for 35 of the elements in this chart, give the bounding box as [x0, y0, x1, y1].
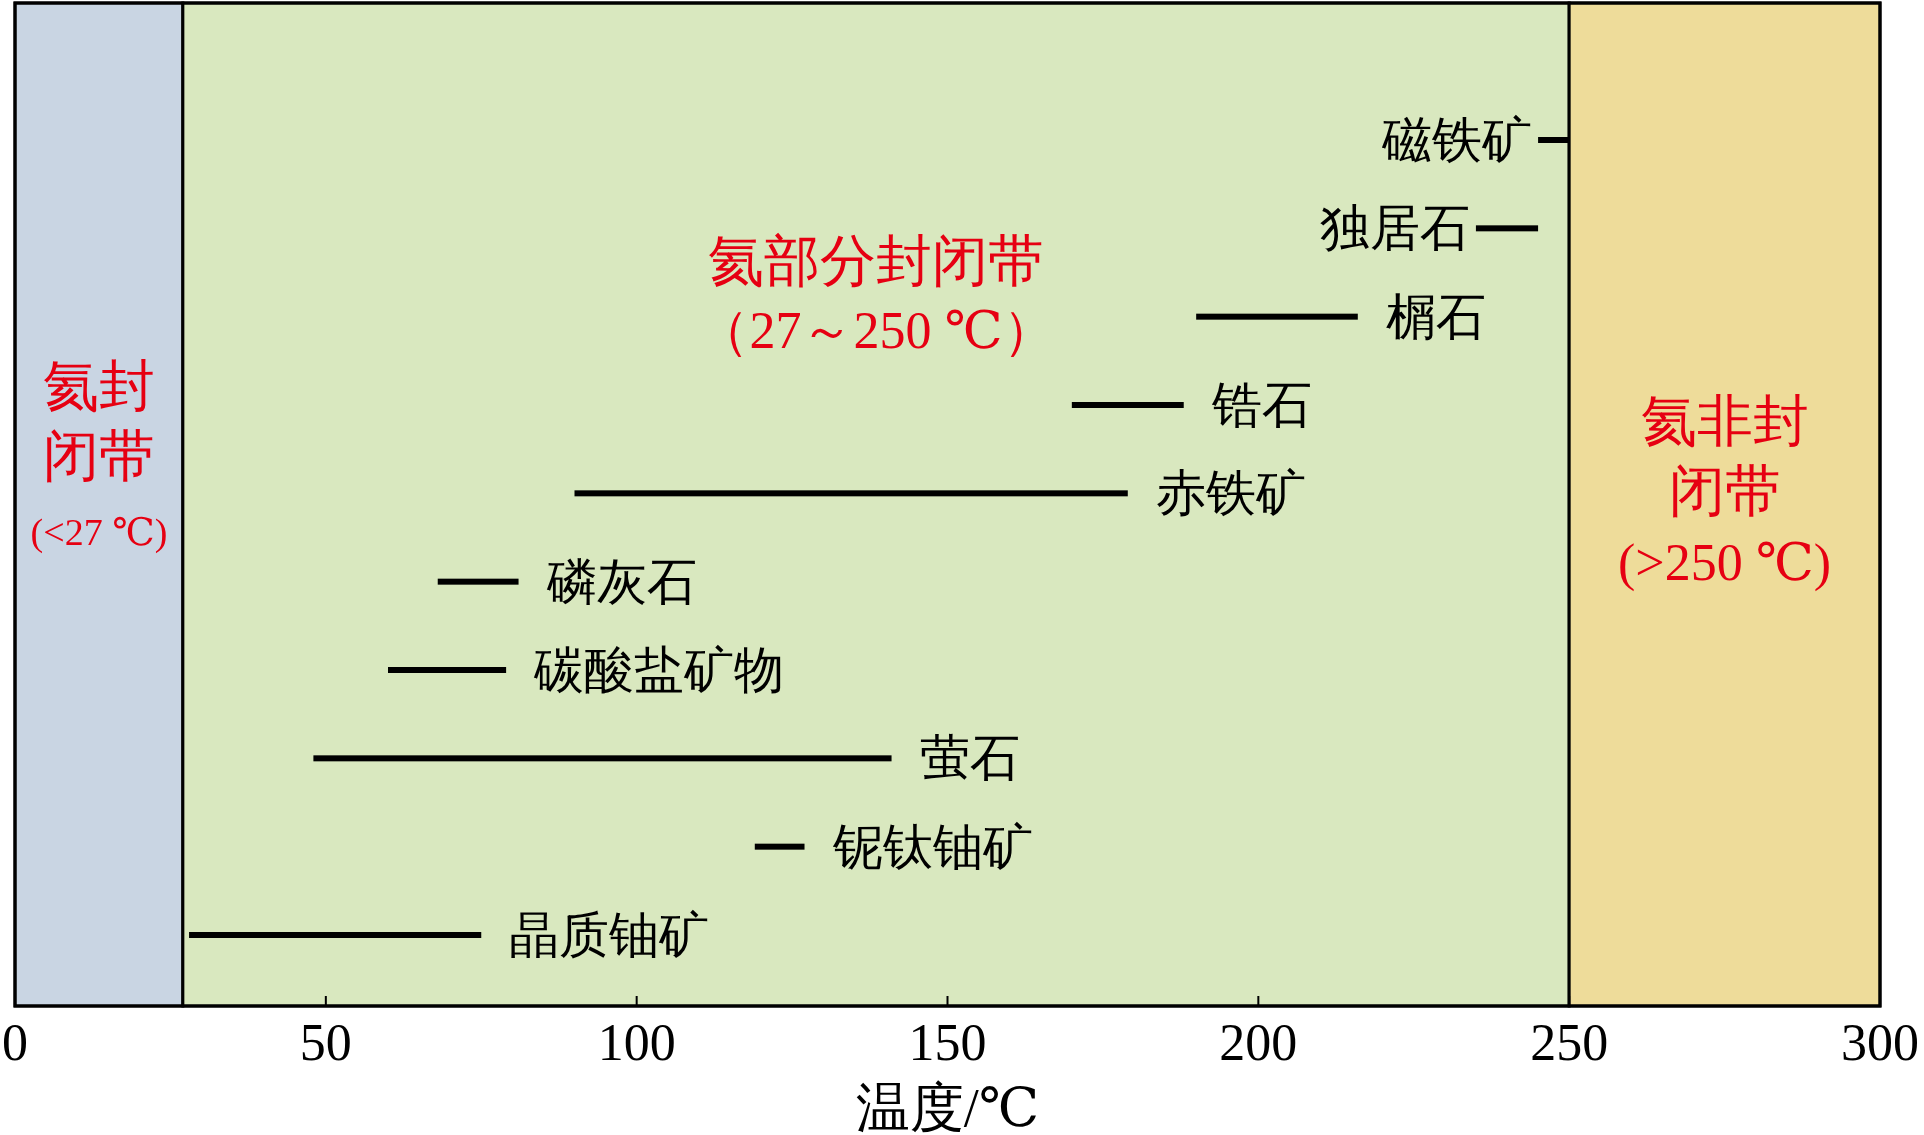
y-tick-label: 独居石 — [1319, 200, 1470, 257]
text: （27～250 ℃） — [697, 302, 1055, 359]
text: (<27 ℃) — [30, 511, 168, 553]
x-tick-label: 100 — [597, 1014, 676, 1071]
bar — [189, 932, 482, 938]
bar — [1196, 313, 1358, 320]
bar — [574, 490, 1128, 497]
x-tick-label: 200 — [1219, 1014, 1298, 1071]
text: 氦部分封闭带 — [708, 230, 1045, 292]
x-tick-label: 50 — [299, 1014, 352, 1071]
x-tick-label: 150 — [908, 1014, 987, 1071]
text: (>250 ℃) — [1618, 534, 1832, 591]
y-tick-label: 磷灰石 — [545, 553, 697, 610]
x-tick-label: 300 — [1841, 1014, 1919, 1071]
y-tick-label: 磁铁矿 — [1381, 112, 1533, 168]
bar — [313, 755, 892, 762]
y-tick-label: 铌钛铀矿 — [831, 818, 1033, 875]
y-tick-label: 晶质铀矿 — [509, 907, 710, 963]
bar — [388, 667, 507, 673]
x-axis-title: 温度/℃ — [855, 1078, 1040, 1135]
text: 氦非封 — [1640, 390, 1809, 452]
text: 闭带 — [1668, 460, 1781, 522]
bar — [1071, 402, 1184, 408]
bar — [437, 578, 519, 585]
bar — [1475, 225, 1539, 232]
y-tick-label: 碳酸盐矿物 — [533, 642, 785, 698]
bar — [754, 843, 805, 850]
y-tick-label: 锆石 — [1210, 377, 1312, 433]
text: 闭带 — [42, 425, 155, 487]
x-tick-label: 250 — [1530, 1014, 1609, 1071]
text: 氦封 — [42, 355, 155, 417]
y-tick-label: 赤铁矿 — [1155, 465, 1306, 522]
x-tick-label: 0 — [2, 1014, 28, 1071]
y-tick-label: 萤石 — [919, 730, 1020, 787]
y-tick-label: 榍石 — [1385, 288, 1486, 345]
